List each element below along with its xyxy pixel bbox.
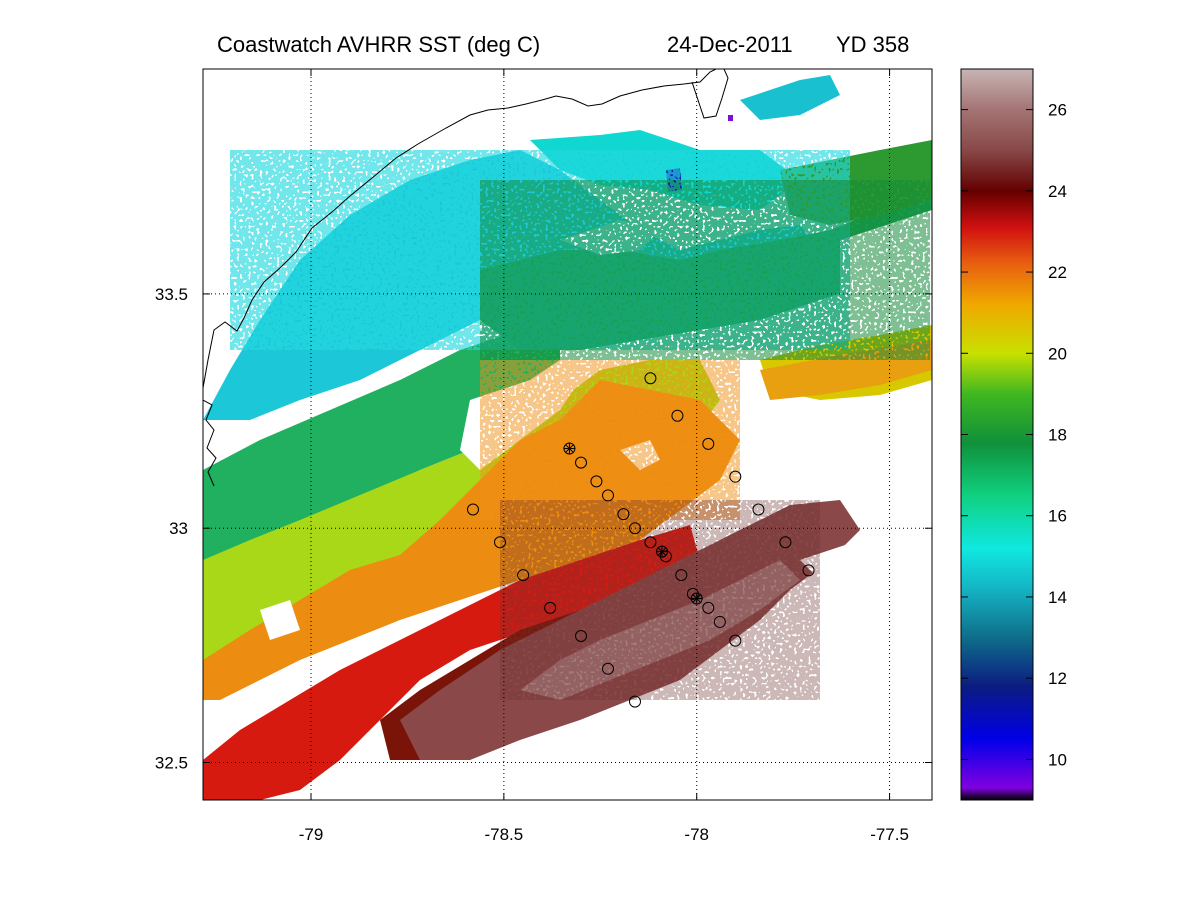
station-marker <box>702 437 715 450</box>
x-tick-label: -79 <box>299 825 324 844</box>
station-marker <box>659 550 672 563</box>
station-marker <box>729 470 742 483</box>
speckle-green <box>480 180 930 360</box>
station-marker <box>713 615 726 628</box>
colorbar-tick-labels: 10 12 14 16 18 20 22 24 26 <box>1048 101 1067 770</box>
colorbar-tick-label: 24 <box>1048 182 1067 201</box>
title-date: 24-Dec-2011 <box>667 32 793 57</box>
colorbar-tick-label: 14 <box>1048 588 1067 607</box>
station-marker <box>675 569 688 582</box>
station-marker <box>494 536 506 549</box>
colorbar-tick-label: 20 <box>1048 344 1067 363</box>
y-tick-label: 32.5 <box>155 754 188 773</box>
y-tick-label: 33 <box>169 519 188 538</box>
title-yearday: YD 358 <box>836 32 909 57</box>
station-marker <box>544 601 557 614</box>
axis-ticks <box>203 69 932 800</box>
colorbar-fill <box>961 69 1033 800</box>
colorbar-tick-label: 10 <box>1048 750 1067 769</box>
station-marker <box>590 475 603 488</box>
station-marker <box>575 456 587 469</box>
station-marker <box>617 508 630 521</box>
station-marker <box>702 601 715 614</box>
x-tick-labels: -79 -78.5 -78 -77.5 <box>299 825 909 844</box>
station-marker <box>602 489 614 502</box>
colorbar-tick-label: 16 <box>1048 507 1067 526</box>
x-tick-label: -77.5 <box>870 825 909 844</box>
cloud-gap-small-2 <box>260 600 300 640</box>
station-marker <box>629 522 641 535</box>
inlet-coast <box>203 399 217 487</box>
station-marker <box>467 503 479 516</box>
x-tick-label: -78.5 <box>484 825 523 844</box>
station-cross-d2 <box>565 444 574 453</box>
x-tick-label: -78 <box>684 825 709 844</box>
sst-field <box>203 75 932 800</box>
station-marker <box>602 662 614 675</box>
station-marker <box>729 634 742 647</box>
speckle-brown <box>500 500 820 700</box>
sst-region-cyan-top <box>740 75 840 120</box>
colorbar-tick-label: 18 <box>1048 426 1067 445</box>
speckle-orange <box>480 360 740 520</box>
station-marker <box>671 409 684 422</box>
sst-region-green-west <box>203 320 560 580</box>
colorbar-tick-label: 26 <box>1048 101 1067 120</box>
station-marker <box>644 536 657 549</box>
colorbar-tick-label: 22 <box>1048 263 1067 282</box>
station-marker <box>779 536 792 549</box>
y-tick-label: 33.5 <box>155 285 188 304</box>
station-marker <box>686 587 699 600</box>
colorbar-tick-label: 12 <box>1048 669 1067 688</box>
coastline <box>203 69 717 389</box>
colorbar-ticks <box>961 109 1033 760</box>
grid <box>203 69 932 800</box>
station-cross-d2 <box>657 547 667 557</box>
sst-speckle <box>230 150 930 700</box>
station-marker <box>644 372 657 385</box>
barrier-island <box>691 69 729 119</box>
station-marker <box>629 695 641 708</box>
station-markers <box>467 372 815 708</box>
plot-area <box>203 69 932 800</box>
y-tick-labels: 32.5 33 33.5 <box>155 285 188 773</box>
station-marker <box>752 503 765 516</box>
colorbar: 10 12 14 16 18 20 22 24 26 <box>960 68 1067 801</box>
title-main: Coastwatch AVHRR SST (deg C) <box>217 32 540 57</box>
station-marker <box>517 569 530 582</box>
cloud-gap-southeast <box>800 520 932 800</box>
station-marker <box>802 564 815 577</box>
sst-region-cold-violet <box>728 115 733 121</box>
plot-frame <box>202 68 933 801</box>
station-cross-d2 <box>692 594 702 603</box>
station-marker <box>575 629 587 642</box>
